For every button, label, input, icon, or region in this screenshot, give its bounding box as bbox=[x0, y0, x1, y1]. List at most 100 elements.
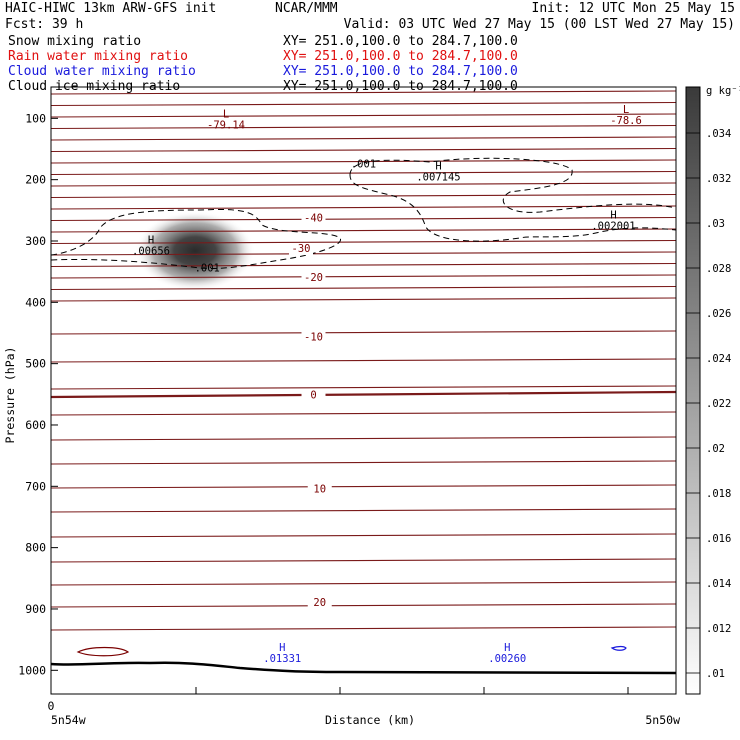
isotherm bbox=[51, 533, 676, 538]
x-axis-label: Distance (km) bbox=[325, 713, 415, 727]
isotherm bbox=[51, 136, 676, 141]
colorbar-tick-label: .01 bbox=[706, 668, 725, 680]
isotherm bbox=[51, 460, 676, 465]
y-tick-label: 600 bbox=[25, 418, 46, 432]
x-left-label: 5n54w bbox=[51, 713, 86, 727]
isotherm bbox=[51, 124, 676, 130]
colorbar-tick-label: .022 bbox=[706, 398, 731, 410]
isotherm bbox=[51, 147, 676, 153]
chart-title: HAIC-HIWC 13km ARW-GFS init bbox=[5, 1, 216, 16]
colorbar-tick-label: .024 bbox=[706, 353, 731, 365]
extremum-mark: L bbox=[623, 104, 629, 116]
x-origin-label: 0 bbox=[48, 699, 55, 713]
isotherm-label: -40 bbox=[304, 212, 323, 224]
isotherm bbox=[51, 558, 676, 563]
isotherm bbox=[51, 436, 676, 441]
y-tick-label: 900 bbox=[25, 602, 46, 616]
isotherm bbox=[51, 239, 676, 245]
y-tick-label: 800 bbox=[25, 541, 46, 555]
field-name: Cloud water mixing ratio bbox=[8, 64, 196, 79]
colorbar-ticks: .034 .032 .03 .028 .026 .024 .022 .02 .018 .016 .0… bbox=[686, 128, 731, 680]
colorbar-tick-label: .032 bbox=[706, 173, 731, 185]
field-xy: XY= 251.0,100.0 to 284.7,100.0 bbox=[283, 64, 518, 79]
contour-label: .001 bbox=[351, 158, 376, 170]
isotherm bbox=[51, 626, 676, 631]
colorbar-tick-label: .014 bbox=[706, 578, 731, 590]
isotherm bbox=[51, 101, 676, 107]
label-bg bbox=[301, 331, 326, 344]
colorbar-tick-label: .028 bbox=[706, 263, 731, 275]
label-bg bbox=[301, 389, 326, 402]
x-right-label: 5n50w bbox=[645, 713, 680, 727]
colorbar-tick-label: .026 bbox=[706, 308, 731, 320]
isotherm-label: -30 bbox=[292, 243, 311, 255]
isotherm bbox=[51, 484, 676, 489]
isotherm bbox=[51, 216, 676, 222]
isotherm bbox=[51, 358, 676, 363]
label-bg bbox=[307, 483, 332, 496]
isotherm-label: 20 bbox=[313, 597, 326, 609]
freezing-isotherm bbox=[51, 390, 676, 399]
extremum-value: -79.14 bbox=[207, 120, 245, 132]
extremum-value: .01331 bbox=[263, 653, 301, 665]
y-tick-label: 1000 bbox=[18, 663, 46, 677]
isotherm bbox=[51, 603, 676, 608]
rain-contour-small bbox=[76, 646, 130, 657]
colorbar-tick-label: .018 bbox=[706, 488, 731, 500]
isotherm-label: 0 bbox=[310, 390, 316, 402]
cloud-ice-contour bbox=[51, 157, 676, 269]
extremum-value: .00656 bbox=[132, 245, 170, 257]
field-xy: XY= 251.0,100.0 to 284.7,100.0 bbox=[283, 49, 518, 64]
isotherm bbox=[51, 274, 676, 279]
isotherm bbox=[51, 330, 676, 335]
label-bg bbox=[301, 271, 326, 284]
label-bg bbox=[301, 212, 326, 225]
label-bg bbox=[307, 596, 332, 609]
field-legend: Snow mixing ratio XY= 251.0,100.0 to 284.… bbox=[8, 34, 518, 94]
isotherm-label: 10 bbox=[313, 483, 326, 495]
terrain-line bbox=[51, 661, 676, 675]
field-name: Rain water mixing ratio bbox=[8, 49, 188, 64]
extremum-value: .007145 bbox=[416, 172, 460, 184]
colorbar bbox=[685, 86, 701, 695]
isotherm bbox=[51, 113, 676, 118]
y-tick-label: 100 bbox=[25, 111, 46, 125]
isotherm bbox=[51, 228, 676, 233]
colorbar-tick-label: .034 bbox=[706, 128, 731, 140]
y-tick-label: 200 bbox=[25, 173, 46, 187]
extremum-mark: H bbox=[435, 161, 441, 173]
isotherm bbox=[51, 205, 676, 210]
extremum-mark: H bbox=[148, 234, 154, 246]
isotherm bbox=[51, 170, 676, 176]
cloud-water-contour bbox=[610, 645, 627, 651]
extremum-value: .002001 bbox=[591, 221, 635, 233]
plot-frame bbox=[50, 86, 677, 695]
field-xy: XY= 251.0,100.0 to 284.7,100.0 bbox=[283, 34, 518, 49]
isotherm bbox=[51, 159, 676, 164]
extremum-mark: H bbox=[610, 210, 616, 222]
isotherm bbox=[51, 262, 676, 268]
y-tick-label: 400 bbox=[25, 295, 46, 309]
forecast-hour: Fcst: 39 h bbox=[5, 17, 83, 32]
cloud-ice-contour-left bbox=[51, 209, 341, 269]
field-name: Snow mixing ratio bbox=[8, 34, 141, 49]
colorbar-tick-label: .03 bbox=[706, 218, 725, 230]
y-tick-label: 300 bbox=[25, 234, 46, 248]
colorbar-tick-label: .012 bbox=[706, 623, 731, 635]
extremum-mark: H bbox=[504, 642, 510, 654]
isotherm bbox=[51, 182, 676, 187]
contour-label: .001 bbox=[195, 263, 220, 275]
extremum-value: .00260 bbox=[488, 653, 526, 665]
temperature-contours bbox=[51, 90, 676, 631]
isotherm bbox=[51, 251, 676, 256]
isotherm bbox=[51, 508, 676, 513]
extremum-value: -78.6 bbox=[610, 115, 642, 127]
y-axis-label: Pressure (hPa) bbox=[3, 347, 17, 444]
colorbar-tick-label: .02 bbox=[706, 443, 725, 455]
chart-center-title: NCAR/MMM bbox=[275, 1, 338, 16]
colorbar-tick-label: .016 bbox=[706, 533, 731, 545]
label-bg bbox=[289, 243, 313, 256]
isotherm bbox=[51, 411, 676, 416]
y-axis: 100 200 300 400 500 600 700 800 900 1000 bbox=[18, 111, 58, 677]
